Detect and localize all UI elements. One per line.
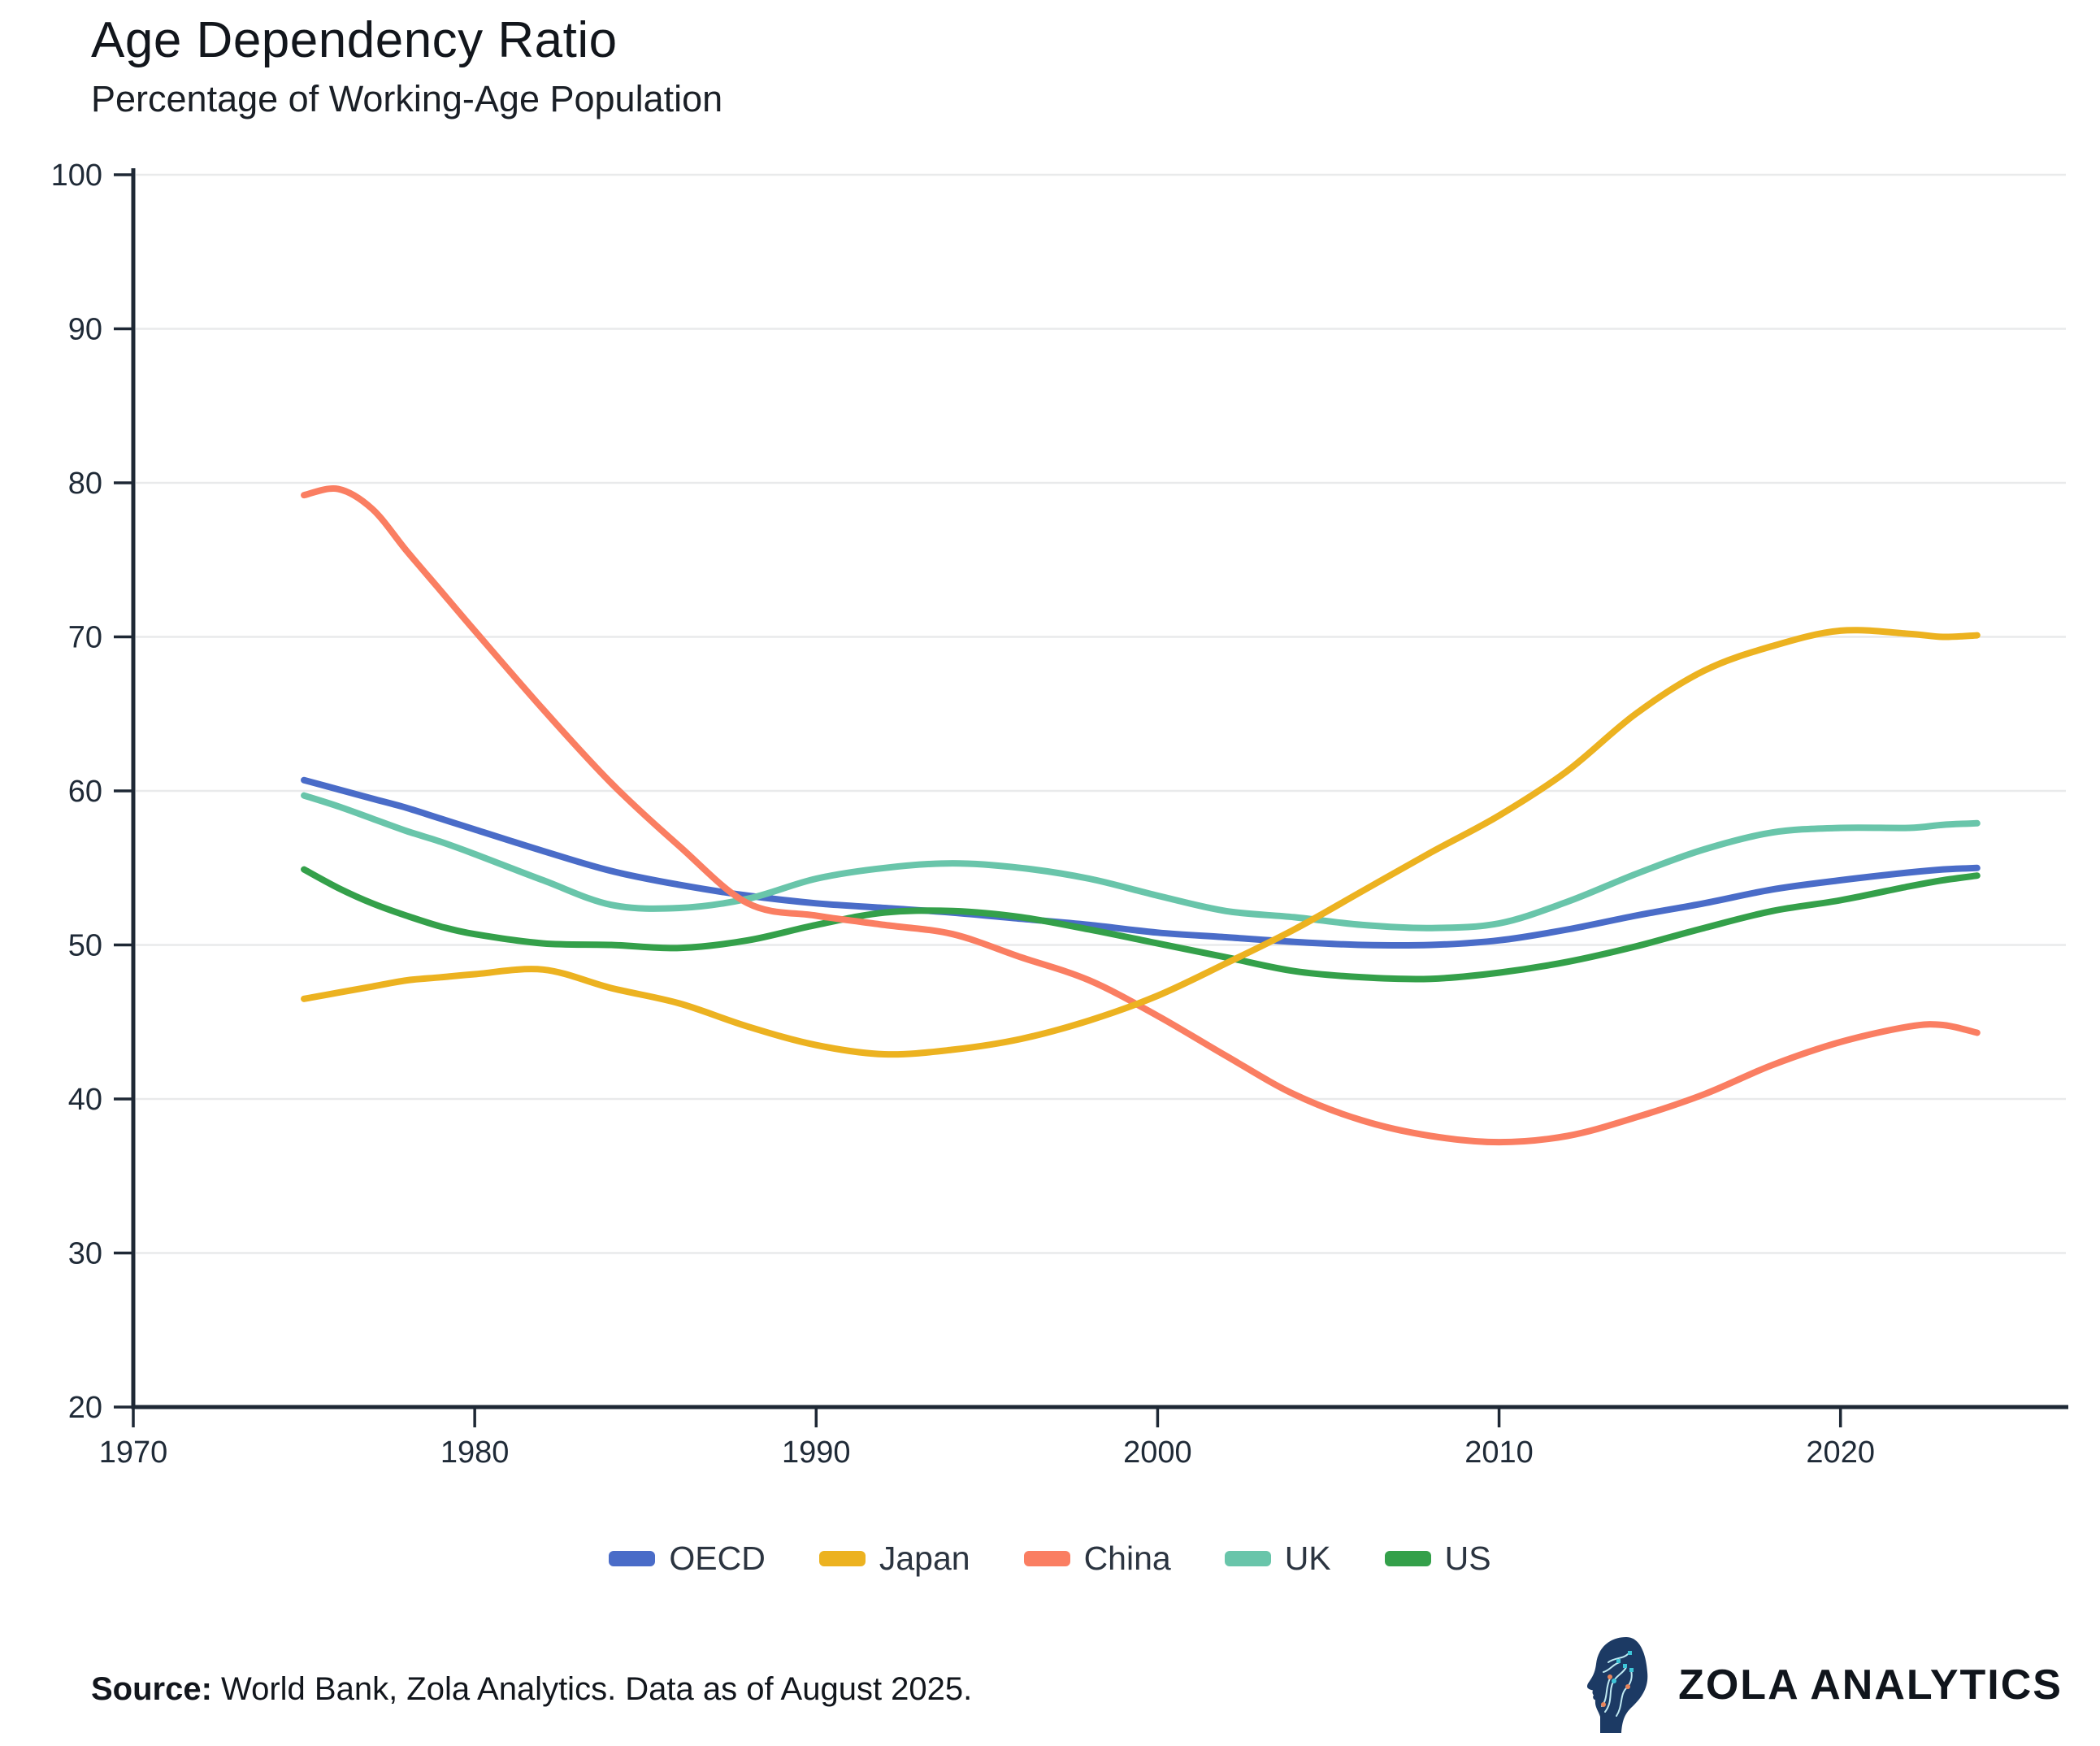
series-line-japan xyxy=(301,627,1981,1058)
x-tick-label: 2020 xyxy=(1806,1435,1875,1470)
source-note: Source: World Bank, Zola Analytics. Data… xyxy=(91,1671,972,1708)
legend-item-uk: UK xyxy=(1224,1540,1331,1578)
page-subtitle: Percentage of Working-Age Population xyxy=(91,78,723,119)
legend-label: UK xyxy=(1284,1540,1331,1577)
chart-legend: OECD Japan China UK US xyxy=(0,1540,2100,1578)
brand-lockup: ZOLA ANALYTICS xyxy=(1581,1632,2063,1738)
legend-swatch-china xyxy=(1023,1551,1070,1566)
legend-item-oecd: OECD xyxy=(609,1540,766,1578)
legend-label: China xyxy=(1083,1540,1171,1577)
page-title: Age Dependency Ratio xyxy=(91,12,618,68)
source-text: World Bank, Zola Analytics. Data as of A… xyxy=(211,1671,973,1707)
circuit-head-icon xyxy=(1587,1637,1648,1733)
series-line-us xyxy=(301,866,1981,983)
y-tick-label: 70 xyxy=(68,621,102,655)
legend-label: US xyxy=(1444,1540,1491,1577)
legend-swatch-japan xyxy=(818,1551,866,1566)
brand-name: ZOLA ANALYTICS xyxy=(1678,1661,2063,1709)
legend-item-us: US xyxy=(1384,1540,1491,1578)
legend-item-china: China xyxy=(1023,1540,1171,1578)
y-tick-label: 30 xyxy=(68,1237,102,1271)
series-line-oecd xyxy=(301,776,1981,949)
x-tick-label: 1990 xyxy=(782,1435,851,1470)
x-tick-label: 2000 xyxy=(1123,1435,1192,1470)
legend-item-japan: Japan xyxy=(818,1540,970,1578)
legend-swatch-uk xyxy=(1224,1551,1271,1566)
y-tick-label: 100 xyxy=(51,159,102,193)
legend-swatch-oecd xyxy=(609,1551,656,1566)
legend-swatch-us xyxy=(1384,1551,1431,1566)
y-tick-label: 90 xyxy=(68,313,102,347)
y-tick-label: 20 xyxy=(68,1391,102,1425)
legend-label: Japan xyxy=(879,1540,970,1577)
y-tick-label: 80 xyxy=(68,467,102,501)
source-label: Source: xyxy=(91,1671,212,1707)
y-tick-label: 40 xyxy=(68,1083,102,1117)
series-line-uk xyxy=(301,792,1981,932)
x-tick-label: 1980 xyxy=(440,1435,510,1470)
x-tick-label: 1970 xyxy=(99,1435,168,1470)
series-line-china xyxy=(301,485,1981,1146)
x-tick-label: 2010 xyxy=(1464,1435,1534,1470)
legend-label: OECD xyxy=(669,1540,766,1577)
y-tick-label: 60 xyxy=(68,775,102,809)
y-tick-label: 50 xyxy=(68,929,102,963)
